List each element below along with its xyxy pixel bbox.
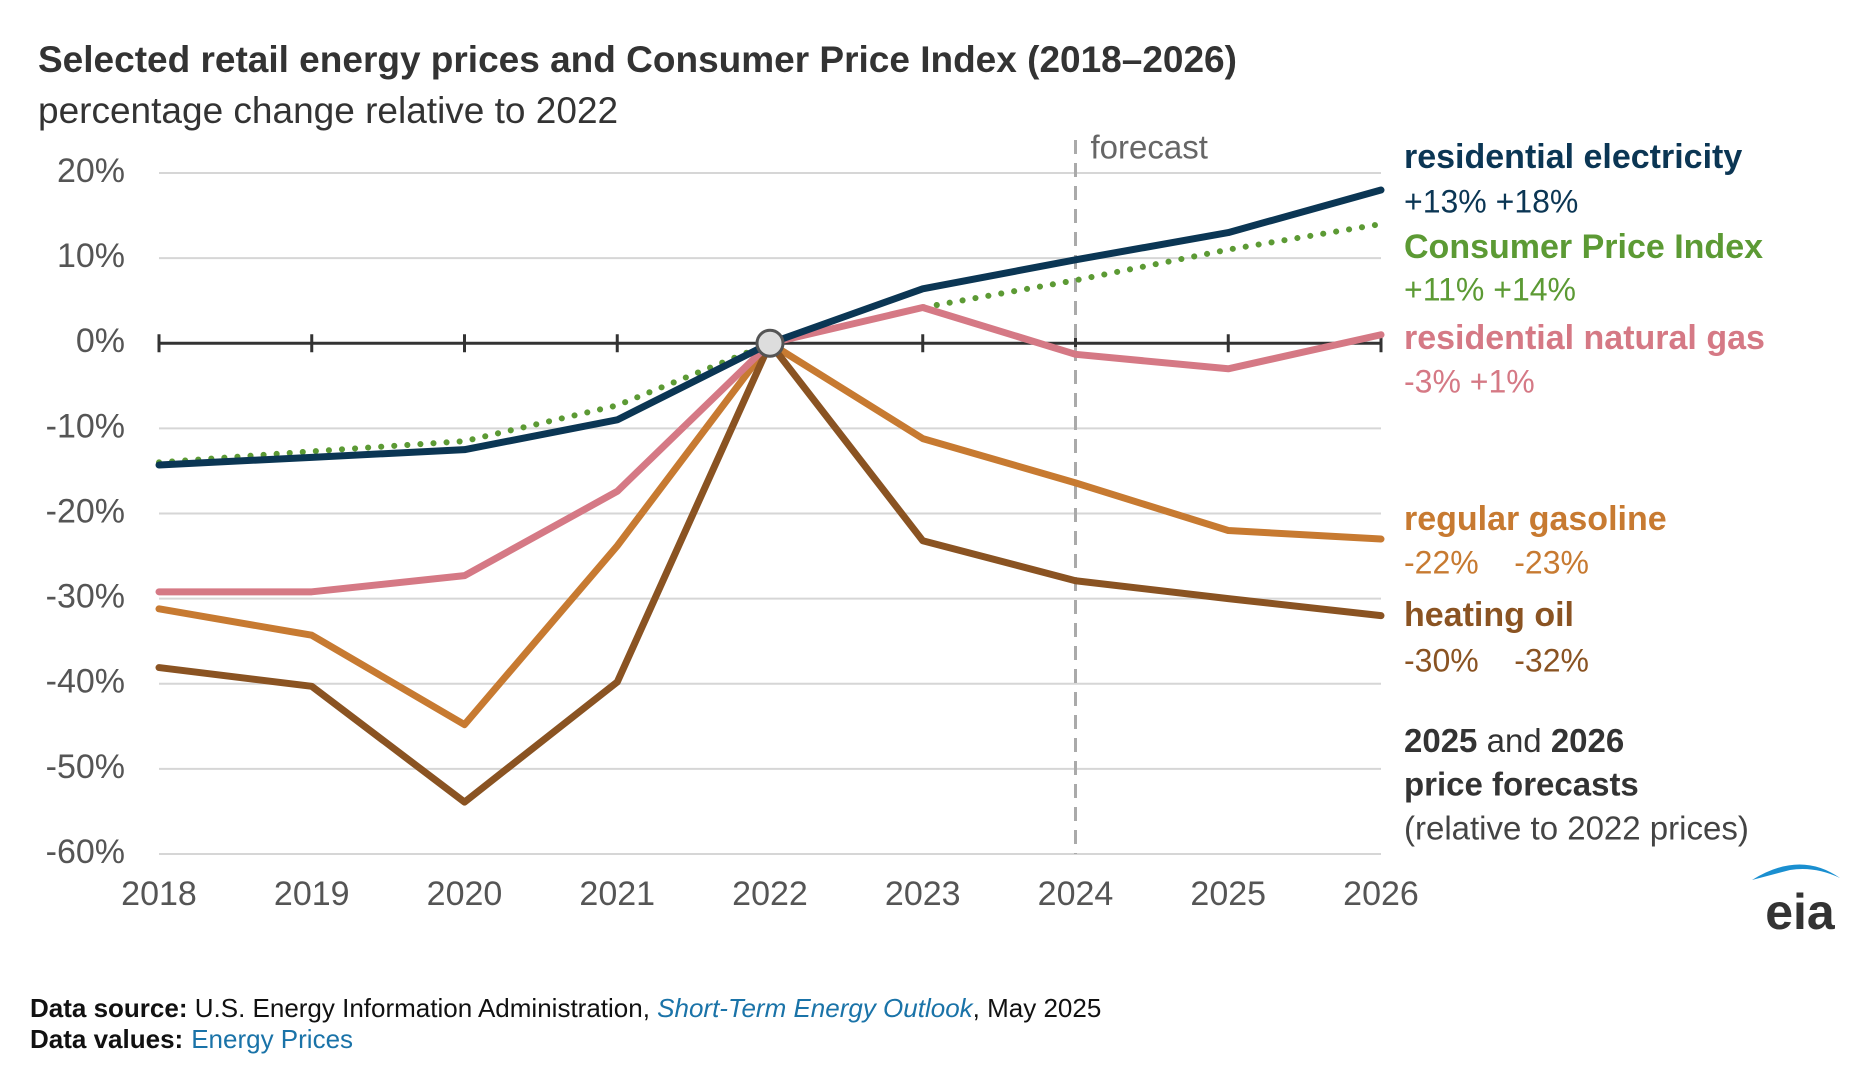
note-bold: 2025	[1404, 722, 1477, 759]
footer-label: Data source:	[30, 993, 188, 1023]
note: (relative to 2022 prices)	[1404, 810, 1749, 847]
x-tick-label: 2023	[885, 875, 961, 913]
note-text: and	[1477, 722, 1550, 759]
logo-swoosh	[1752, 864, 1840, 880]
change-label: -22% -23%	[1404, 544, 1589, 580]
x-tick-label: 2019	[274, 875, 350, 913]
y-tick-label: -10%	[46, 407, 125, 445]
y-tick-label: -20%	[46, 492, 125, 530]
footer-text: U.S. Energy Information Administration,	[188, 993, 658, 1023]
change-label: -3% +1%	[1404, 363, 1535, 399]
chart-subtitle: percentage change relative to 2022	[38, 90, 618, 131]
footer-link[interactable]: Short-Term Energy Outlook	[657, 993, 975, 1023]
reference-point	[755, 328, 785, 358]
y-tick-label: 0%	[76, 322, 125, 360]
note-bold: 2026	[1551, 722, 1624, 759]
chart-title: Selected retail energy prices and Consum…	[38, 39, 1237, 80]
series-line	[155, 339, 1385, 806]
x-tick-label: 2020	[427, 875, 503, 913]
x-tick-label: 2021	[579, 875, 655, 913]
footer-label: Data values:	[30, 1024, 183, 1054]
footer-values: Data values: Energy Prices	[30, 1024, 353, 1054]
legend-label: heating oil	[1404, 596, 1574, 634]
change-label: -30% -32%	[1404, 642, 1589, 678]
x-tick-label: 2026	[1343, 875, 1419, 913]
footer-source: Data source: U.S. Energy Information Adm…	[30, 993, 1101, 1023]
series-line	[155, 339, 1385, 729]
logo: eia	[1765, 884, 1836, 940]
legend-label: residential electricity	[1404, 138, 1742, 176]
x-tick-label: 2022	[732, 875, 808, 913]
y-tick-label: -60%	[46, 833, 125, 871]
x-tick-label: 2024	[1038, 875, 1114, 913]
legend-label: residential natural gas	[1404, 319, 1765, 357]
x-tick-label: 2025	[1190, 875, 1266, 913]
note: price forecasts	[1404, 766, 1639, 803]
change-label: +11% +14%	[1404, 271, 1576, 307]
x-tick-label: 2018	[121, 875, 197, 913]
series-line	[155, 186, 1385, 469]
y-tick-label: 10%	[57, 237, 125, 275]
y-tick-label: -30%	[46, 578, 125, 616]
footer-link[interactable]: Energy Prices	[191, 1024, 353, 1054]
y-tick-label: 20%	[57, 152, 125, 190]
change-label: +13% +18%	[1404, 183, 1578, 219]
note: 2025 and 2026	[1404, 722, 1624, 759]
legend-label: regular gasoline	[1404, 500, 1667, 538]
y-tick-label: -40%	[46, 663, 125, 701]
footer-text: , May 2025	[973, 993, 1102, 1023]
y-tick-label: -50%	[46, 748, 125, 786]
legend-label: Consumer Price Index	[1404, 228, 1763, 266]
forecast-label: forecast	[1091, 129, 1208, 166]
